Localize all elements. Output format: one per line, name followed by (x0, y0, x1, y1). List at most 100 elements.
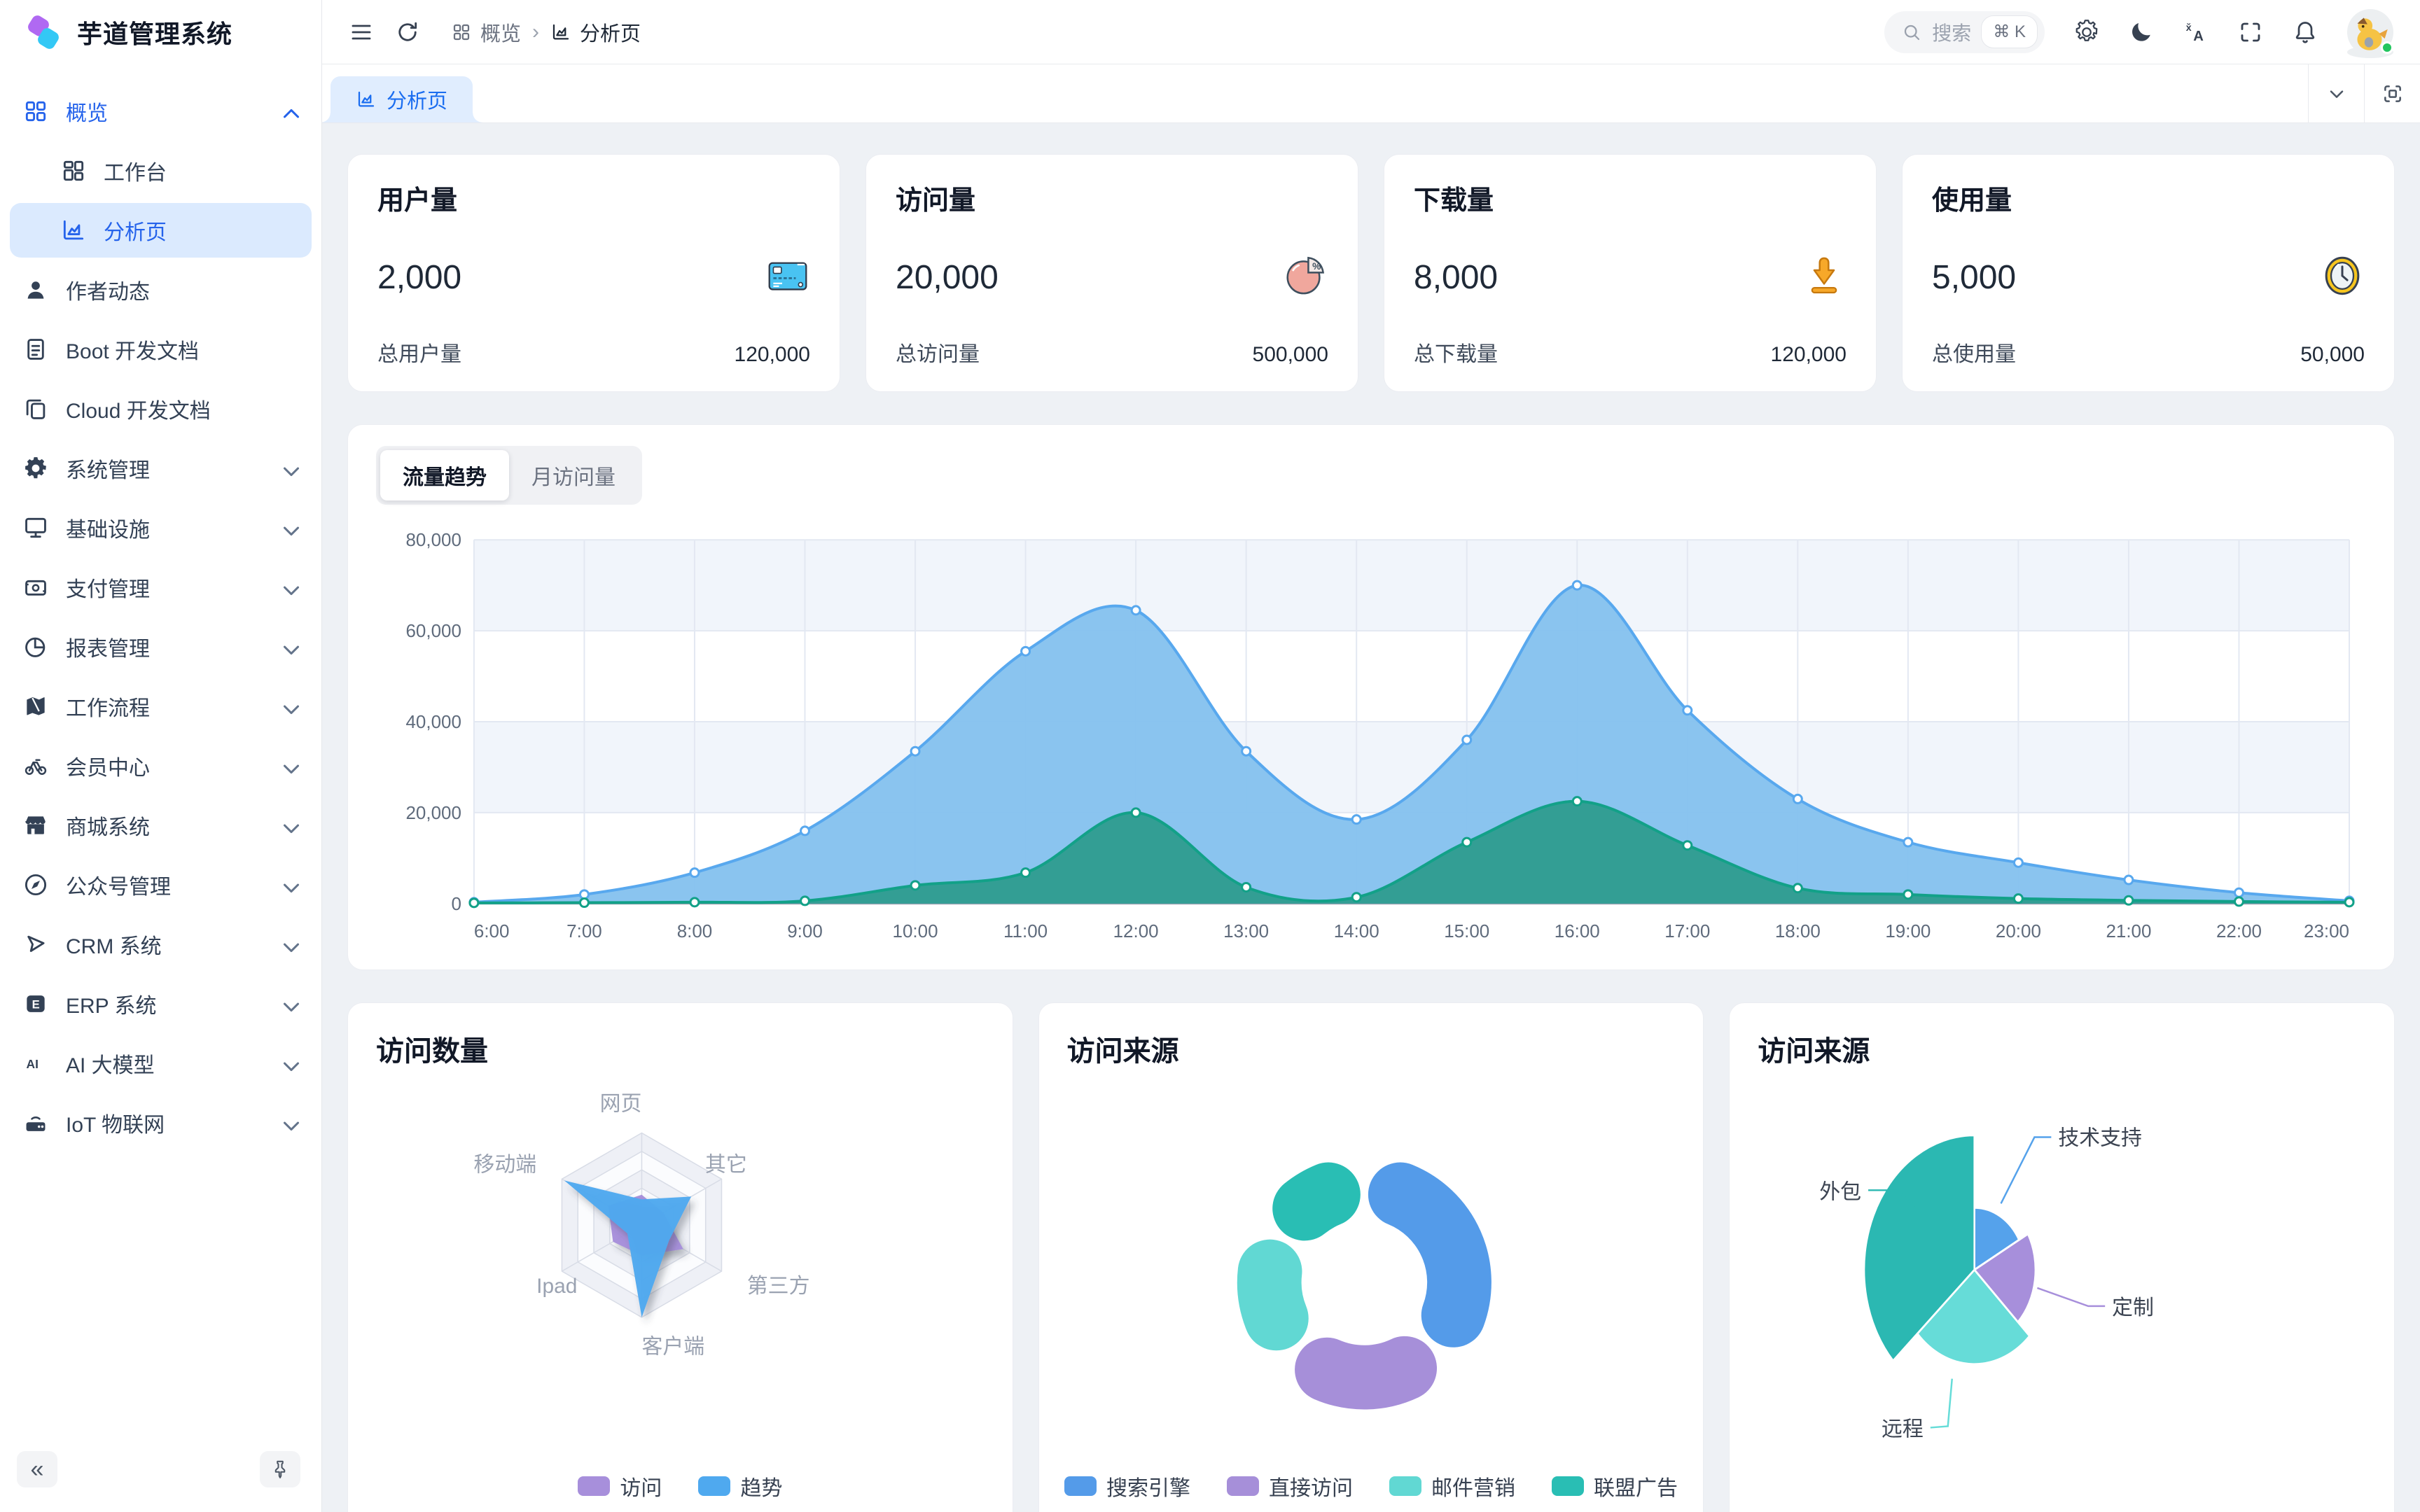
bell-icon[interactable] (2293, 20, 2318, 45)
sidebar-item-10[interactable]: 商城系统 (10, 798, 312, 853)
fullscreen-exit-icon[interactable] (2364, 64, 2420, 122)
grid-icon (453, 24, 470, 40)
legend-item-直接访问[interactable]: 直接访问 (1226, 1471, 1353, 1502)
sidebar-item-7[interactable]: 报表管理 (10, 620, 312, 674)
chevron-down-icon (283, 1121, 300, 1131)
chevron-down-icon[interactable] (2308, 64, 2364, 122)
breadcrumb-item-analysis[interactable]: 分析页 (550, 18, 641, 47)
svg-text:Ipad: Ipad (536, 1275, 577, 1298)
sidebar-item-label: 公众号管理 (66, 876, 171, 899)
legend-label: 访问 (620, 1477, 662, 1500)
svg-text:7:00: 7:00 (566, 920, 602, 941)
svg-text:0: 0 (451, 893, 461, 914)
tabbar: 分析页 (320, 64, 2420, 123)
sidebar-item-9[interactable]: 会员中心 (10, 738, 312, 793)
chart-legend: 搜索引擎 直接访问 邮件营销 联盟广告 (1039, 1471, 1704, 1502)
sidebar-item-14[interactable]: AI AI 大模型 (10, 1036, 312, 1091)
erp-icon: E (27, 995, 45, 1012)
search-placeholder: 搜索 (1932, 22, 1972, 44)
translate-icon[interactable]: x̌ A (2183, 20, 2209, 45)
fullscreen-icon[interactable] (2238, 20, 2263, 45)
stat-card-value: 8,000 (1414, 259, 1498, 296)
user-avatar[interactable] (2347, 8, 2393, 58)
legend-item-搜索引擎[interactable]: 搜索引擎 (1064, 1471, 1190, 1502)
svg-text:40,000: 40,000 (405, 711, 461, 732)
sidebar-item-13[interactable]: E ERP 系统 (10, 976, 312, 1031)
sidebar-item-15[interactable]: IoT 物联网 (10, 1096, 312, 1150)
sidebar-item-label: 系统管理 (66, 459, 150, 482)
sidebar-item-0[interactable]: 概览 (10, 84, 312, 139)
copy-icon (26, 399, 46, 419)
svg-text:8:00: 8:00 (677, 920, 713, 941)
pie-icon (25, 637, 46, 657)
logo: 芋道管理系统 (0, 0, 321, 64)
sidebar-item-5[interactable]: 基础设施 (10, 500, 312, 555)
svg-text:17:00: 17:00 (1664, 920, 1710, 941)
rose-label-技术支持: 技术支持 (2059, 1126, 2143, 1149)
search-icon (1905, 24, 1920, 40)
svg-text:14:00: 14:00 (1334, 920, 1379, 941)
refresh-icon[interactable] (395, 20, 420, 45)
stat-card-footer-value: 500,000 (1252, 343, 1328, 366)
legend-item-趋势[interactable]: 趋势 (698, 1471, 782, 1502)
svg-text:x̌: x̌ (2186, 22, 2192, 33)
sidebar-pin-button[interactable] (260, 1451, 300, 1488)
sidebar-subitem-分析页[interactable]: 分析页 (10, 203, 312, 258)
tab-analysis-page[interactable]: 分析页 (320, 76, 483, 122)
search-input[interactable]: 搜索 ⌘ K (1884, 10, 2045, 53)
svg-text:20,000: 20,000 (405, 802, 461, 823)
legend-item-访问[interactable]: 访问 (578, 1471, 662, 1502)
legend-swatch (578, 1476, 611, 1496)
sidebar-item-12[interactable]: CRM 系统 (10, 917, 312, 972)
app-title: 芋道管理系统 (77, 20, 233, 48)
chart-icon (63, 220, 84, 240)
chevron-down-icon (283, 1002, 300, 1012)
sidebar-item-label: 商城系统 (66, 816, 150, 839)
chevron-down-icon (283, 943, 300, 953)
pie-percent-icon: % (1286, 256, 1324, 295)
trend-tab-1[interactable]: 月访问量 (509, 450, 638, 500)
rose-label-远程: 远程 (1882, 1418, 1924, 1441)
card-title: 访问来源 (1066, 1036, 1179, 1067)
sidebar-item-1[interactable]: 作者动态 (10, 262, 312, 317)
stat-card-value: 5,000 (1932, 259, 2017, 296)
card-title: 访问数量 (376, 1036, 488, 1067)
sidebar-subitem-工作台[interactable]: 工作台 (10, 144, 312, 198)
sidebar-item-label: 会员中心 (66, 757, 150, 780)
legend-label: 邮件营销 (1431, 1477, 1515, 1500)
sidebar-item-label: AI 大模型 (66, 1054, 155, 1077)
legend-swatch (1389, 1476, 1421, 1496)
pin-icon (274, 1460, 286, 1478)
sidebar-item-11[interactable]: 公众号管理 (10, 858, 312, 912)
legend-item-邮件营销[interactable]: 邮件营销 (1389, 1471, 1515, 1502)
sidebar-item-label: 工作流程 (66, 697, 150, 720)
sidebar-item-8[interactable]: 工作流程 (10, 679, 312, 734)
stat-card-footer-value: 120,000 (734, 343, 810, 366)
trend-tab-0[interactable]: 流量趋势 (380, 450, 509, 500)
sidebar-item-4[interactable]: 系统管理 (10, 441, 312, 496)
stat-card-value: 20,000 (896, 259, 999, 296)
sidebar-item-3[interactable]: Cloud 开发文档 (10, 382, 312, 436)
svg-text:19:00: 19:00 (1885, 920, 1931, 941)
legend-item-联盟广告[interactable]: 联盟广告 (1551, 1471, 1678, 1502)
hamburger-icon[interactable] (349, 20, 374, 45)
svg-text:23:00: 23:00 (2304, 920, 2349, 941)
moon-icon[interactable] (2129, 20, 2154, 45)
sidebar-item-6[interactable]: 支付管理 (10, 560, 312, 615)
chart-legend: 访问 趋势 (348, 1471, 1013, 1502)
user-icon (27, 281, 44, 299)
stat-card-title: 使用量 (1932, 186, 2012, 216)
sidebar-subitem-label: 工作台 (104, 162, 167, 185)
sidebar-collapse-button[interactable]: « (17, 1451, 57, 1488)
chevron-up-icon (283, 108, 300, 118)
svg-text:13:00: 13:00 (1223, 920, 1269, 941)
chevron-down-icon (283, 883, 300, 893)
settings-icon[interactable] (2074, 19, 2099, 45)
donut-slice-联盟广告 (1272, 1162, 1361, 1241)
sidebar-item-2[interactable]: Boot 开发文档 (10, 322, 312, 377)
stat-card-title: 用户量 (377, 186, 458, 216)
breadcrumb-item-overview[interactable]: 概览 (451, 18, 521, 47)
sidebar-item-label: CRM 系统 (66, 935, 162, 958)
